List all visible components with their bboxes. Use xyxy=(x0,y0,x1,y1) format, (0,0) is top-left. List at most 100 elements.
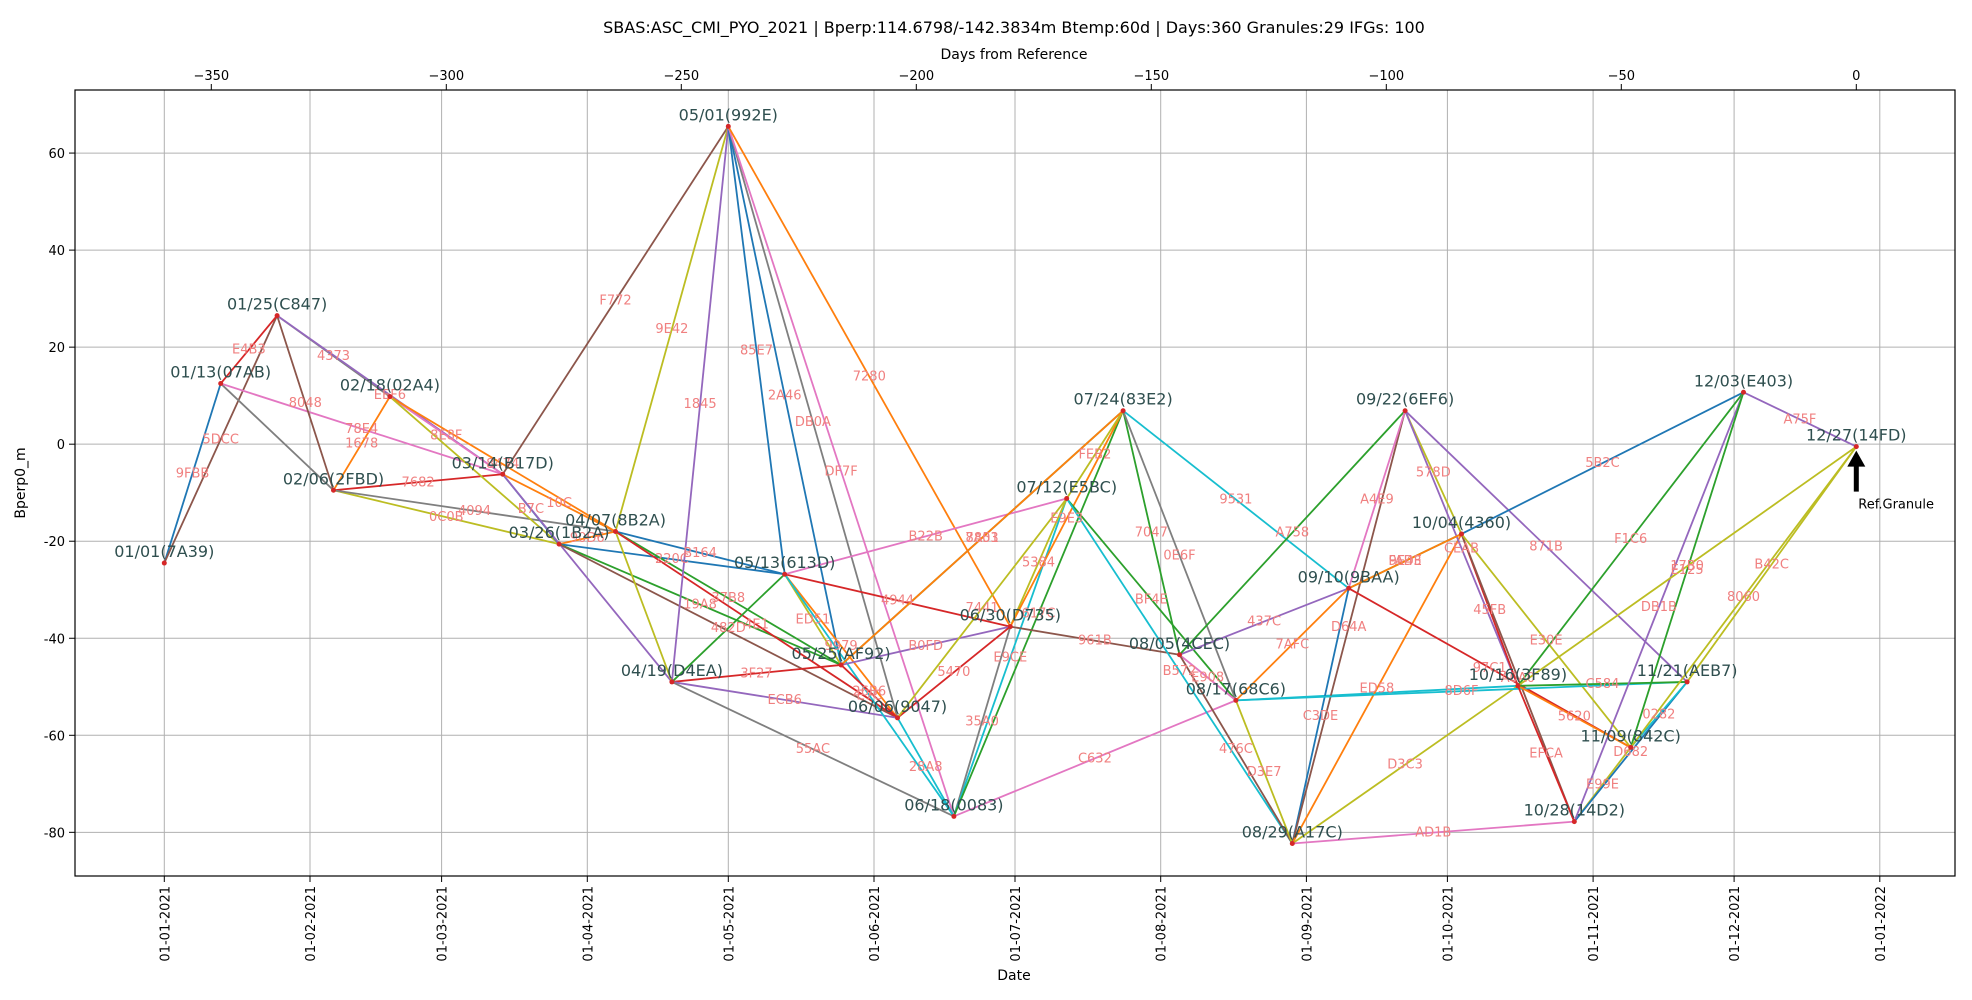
ifg-edge xyxy=(727,125,1012,628)
granule-point xyxy=(387,394,393,400)
granule-label: 01/13(07AB) xyxy=(170,363,271,382)
ifg-edge xyxy=(1629,446,1858,748)
top-x-tick-label: −150 xyxy=(1133,69,1169,84)
granule-label: 10/04(4360) xyxy=(1412,513,1511,532)
granule-label: 05/13(613D) xyxy=(734,553,835,572)
x-tick-label: 01-06-2021 xyxy=(868,886,883,962)
ifg-label: E4B3 xyxy=(232,343,266,358)
granule-label: 01/25(C847) xyxy=(227,295,327,314)
ifg-edge xyxy=(783,573,899,719)
ifg-edge xyxy=(558,543,898,719)
ifg-edge xyxy=(615,530,785,576)
granule-label: 12/03(E403) xyxy=(1694,371,1793,390)
ifg-label: 9E42 xyxy=(655,322,688,337)
ifg-edge xyxy=(896,625,1011,719)
ifg-edge xyxy=(1178,654,1237,702)
ifg-label: 10C xyxy=(546,496,572,511)
granule-point xyxy=(556,541,562,547)
ifg-label: D64A xyxy=(1331,620,1367,635)
x-tick-label: 01-05-2021 xyxy=(722,886,737,962)
ifg-edge xyxy=(671,681,955,818)
ifg-label: A75F xyxy=(1783,412,1816,427)
ifg-edge xyxy=(671,664,842,683)
ifg-label: BF4E xyxy=(1135,592,1168,607)
granule-point xyxy=(1853,444,1859,450)
ifg-edge xyxy=(1122,410,1237,701)
ifg-label: A4E9 xyxy=(1360,492,1394,507)
granule-point xyxy=(1233,697,1239,703)
x-tick-label: 01-10-2021 xyxy=(1441,886,1456,962)
ifg-label: 8474 xyxy=(486,457,519,472)
granule-label: 01/01(7A39) xyxy=(114,542,214,561)
ifg-edge xyxy=(1292,820,1575,845)
granule-label: 07/12(E5BC) xyxy=(1016,478,1117,497)
ifg-label: D3C3 xyxy=(1387,758,1423,773)
ifg-edge xyxy=(1630,681,1688,749)
ifg-edge xyxy=(1065,498,1294,844)
ifg-label: DB1B xyxy=(1641,600,1677,615)
ifg-label: 2A46 xyxy=(768,389,802,404)
ifg-label: 97C1 xyxy=(1473,661,1507,676)
y-tick-label: 40 xyxy=(48,244,65,259)
x-tick-label: 01-11-2021 xyxy=(1587,886,1602,962)
ifg-label: E30E xyxy=(1530,634,1563,649)
chart-title: SBAS:ASC_CMI_PYO_2021 | Bperp:114.6798/-… xyxy=(603,18,1425,38)
top-x-tick-label: −250 xyxy=(663,69,699,84)
ifg-label: 4944 xyxy=(881,593,914,608)
ifg-label: ECB6 xyxy=(767,693,801,708)
ifg-edge xyxy=(1122,410,1181,655)
ifg-label: DF7F xyxy=(824,464,857,479)
granule-points xyxy=(161,123,1859,846)
ifg-label: 55AC xyxy=(796,742,830,757)
ifg-label: 9531 xyxy=(1219,492,1252,507)
top-x-tick-label: −50 xyxy=(1608,69,1635,84)
ifg-edge xyxy=(333,473,503,492)
ifg-edge xyxy=(727,126,955,817)
ifg-edge xyxy=(1291,588,1350,844)
ifg-label: 8060 xyxy=(1727,590,1760,605)
ifg-edge xyxy=(783,573,955,817)
top-x-ticks: −350 −300 −250 −200 −150 −100 −50 0 xyxy=(193,69,1860,90)
granule-point xyxy=(613,529,618,535)
granule-label: 05/01(992E) xyxy=(679,105,778,124)
granule-label: 11/21(AEB7) xyxy=(1637,661,1738,680)
granule-label: 03/14(B17D) xyxy=(452,453,554,472)
ifg-label: 871B xyxy=(1529,539,1563,554)
ifg-edge xyxy=(1404,410,1688,683)
ifg-edge xyxy=(1066,497,1237,701)
top-x-tick-label: −300 xyxy=(428,69,464,84)
ifg-edge xyxy=(953,410,1124,817)
x-axis-label: Date xyxy=(997,968,1030,984)
ifg-edge xyxy=(220,382,503,476)
granule-label: 09/10(9BAA) xyxy=(1298,567,1400,586)
ifg-label: 4094 xyxy=(458,504,491,519)
ifg-label: 45FB xyxy=(1473,603,1506,618)
ifg-label: 961B xyxy=(1078,634,1112,649)
ifg-edge xyxy=(784,497,1067,576)
ifg-label: C584 xyxy=(1586,677,1620,692)
top-x-tick-label: −100 xyxy=(1368,69,1404,84)
granule-point xyxy=(1120,408,1126,414)
granule-point xyxy=(1628,744,1634,750)
ifg-label: 7280 xyxy=(853,370,886,385)
ifg-edge xyxy=(220,315,278,385)
granule-point xyxy=(161,560,167,566)
ifg-edge xyxy=(896,497,1068,719)
granule-label: 06/06(9047) xyxy=(848,697,947,716)
ifg-edge xyxy=(1291,410,1406,844)
ifg-label: 5620 xyxy=(1558,710,1591,725)
reference-arrow-head xyxy=(1847,450,1866,467)
ifg-label: 17B0 xyxy=(1670,559,1704,574)
granule-point xyxy=(669,679,675,685)
ifg-label: B22B xyxy=(909,529,943,544)
ifg-edge xyxy=(502,473,673,683)
ifg-edge xyxy=(614,531,673,683)
granule-point xyxy=(1459,531,1464,537)
ifg-label: DB0A xyxy=(795,415,831,430)
ifg-label: 37B8 xyxy=(711,591,745,606)
ifg-edge xyxy=(501,125,730,475)
ifg-edge xyxy=(1461,391,1744,535)
granule-label: 04/07(8B2A) xyxy=(565,511,666,530)
ifg-edge xyxy=(784,573,1011,628)
ifg-label: 0C0B xyxy=(429,510,464,525)
